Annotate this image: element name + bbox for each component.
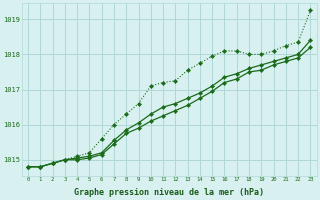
X-axis label: Graphe pression niveau de la mer (hPa): Graphe pression niveau de la mer (hPa)	[74, 188, 264, 197]
